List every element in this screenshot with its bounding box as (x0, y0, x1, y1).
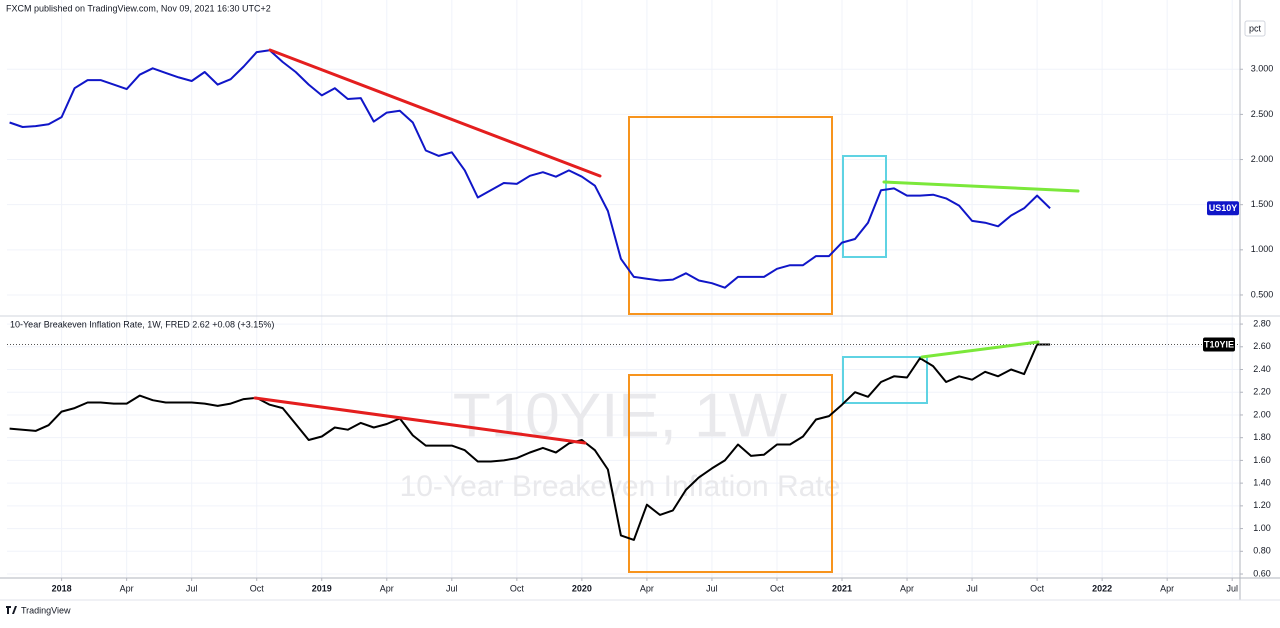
orange-box (628, 116, 833, 315)
last-value-badge (1203, 337, 1235, 352)
x-tick-label: Jul (446, 583, 458, 593)
watermark: T10YIE, 1W (453, 381, 788, 450)
series-name: T10YIE (1204, 339, 1234, 349)
scale-mode-button[interactable] (1244, 20, 1266, 37)
brand-logo: TradingView (6, 605, 71, 615)
trend-lines (253, 48, 1080, 445)
x-tick-label: Jul (1226, 583, 1238, 593)
grid: 0.500 1.000 1.500 2.000 2.500 3.000 0.60 0.80 1.… (7, 0, 1273, 593)
x-tick-label: Apr (120, 583, 134, 593)
scale-mode[interactable]: pct (1249, 23, 1262, 33)
x-tick-label: Jul (706, 583, 718, 593)
series-line (9, 49, 1051, 289)
trend-line (882, 180, 1080, 193)
y-tick-label: 2.20 (1253, 387, 1271, 397)
x-tick-label: Jul (966, 583, 978, 593)
y-tick-label: 3.000 (1251, 64, 1274, 74)
x-tick-label: Oct (250, 583, 265, 593)
y-tick-label: 0.80 (1253, 546, 1271, 556)
x-tick-label: 2022 (1092, 583, 1112, 593)
y-tick-label: 2.00 (1253, 409, 1271, 419)
x-tick-label: 2021 (832, 583, 852, 593)
y-tick-label: 1.000 (1251, 244, 1274, 254)
x-tick-label: Jul (186, 583, 198, 593)
y-tick-label: 1.20 (1253, 500, 1271, 510)
x-tick-label: Apr (900, 583, 914, 593)
last-value-badge (1207, 201, 1239, 216)
logo-icon (6, 606, 17, 614)
y-tick-label: 1.40 (1253, 478, 1271, 488)
x-tick-label: Apr (380, 583, 394, 593)
y-tick-label: 2.000 (1251, 154, 1274, 164)
x-tick-label: Apr (640, 583, 654, 593)
trend-line (920, 340, 1040, 359)
x-tick-label: Oct (510, 583, 525, 593)
x-tick-label: Oct (770, 583, 785, 593)
y-tick-label: 0.500 (1251, 289, 1274, 299)
orange-box (628, 374, 833, 573)
y-tick-label: 2.500 (1251, 109, 1274, 119)
trend-line (268, 48, 602, 178)
y-tick-label: 2.60 (1253, 341, 1271, 351)
series-layer: US10Y T10YIE (7, 49, 1240, 541)
cyan-box (842, 155, 887, 258)
annotations (628, 116, 928, 573)
series-name: US10Y (1209, 203, 1238, 213)
brand: TradingView (21, 605, 71, 615)
cyan-box (842, 356, 928, 404)
y-tick-label: 1.80 (1253, 432, 1271, 442)
y-tick-label: 1.00 (1253, 523, 1271, 533)
x-tick-label: Oct (1030, 583, 1045, 593)
y-tick-label: 1.60 (1253, 455, 1271, 465)
y-tick-label: 2.40 (1253, 364, 1271, 374)
x-tick-label: 2020 (572, 583, 592, 593)
x-tick-label: 2018 (52, 583, 72, 593)
trend-line (253, 396, 587, 445)
y-tick-label: 1.500 (1251, 199, 1274, 209)
series-line (9, 343, 1051, 541)
y-tick-label: 2.80 (1253, 318, 1271, 328)
legend: 10-Year Breakeven Inflation Rate, 1W, FR… (10, 319, 274, 329)
published-note: FXCM published on TradingView.com, Nov 0… (6, 3, 271, 13)
watermark-subtitle: 10-Year Breakeven Inflation Rate (400, 470, 841, 503)
x-tick-label: Apr (1160, 583, 1174, 593)
y-tick-label: 0.60 (1253, 568, 1271, 578)
x-tick-label: 2019 (312, 583, 332, 593)
